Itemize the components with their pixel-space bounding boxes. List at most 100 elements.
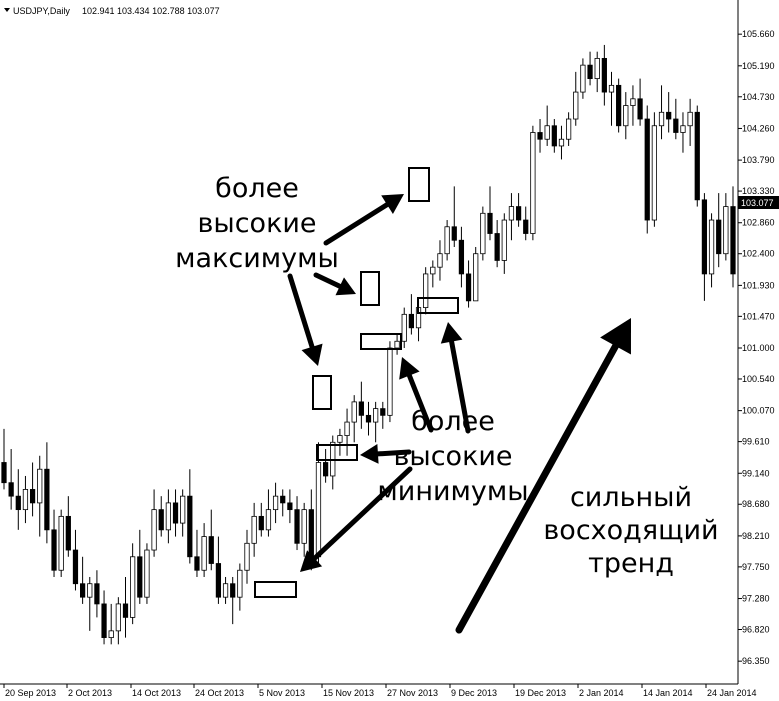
candle-body-bullish — [201, 536, 207, 571]
candle-body-bullish — [473, 253, 479, 302]
candle-body-bullish — [723, 206, 729, 255]
candle — [158, 496, 164, 537]
candle-body-bullish — [501, 219, 507, 261]
annotation-arrows — [287, 194, 631, 634]
candle-body-bearish — [616, 84, 622, 127]
candle-body-bullish — [315, 462, 322, 558]
price-tick-label: 101.000 — [742, 343, 775, 353]
candle-body-bullish — [480, 212, 486, 255]
arrow-shaft — [406, 373, 434, 433]
current-price-marker — [738, 196, 779, 209]
current-price-label: 103.077 — [741, 198, 774, 208]
candle-body-bullish — [558, 138, 565, 147]
price-tick-label: 96.820 — [742, 625, 770, 635]
price-tick-label: 101.470 — [742, 311, 775, 321]
price-tick-label: 98.210 — [742, 531, 770, 541]
candle-body-bearish — [487, 212, 493, 234]
candle — [401, 307, 407, 348]
candle-body-bullish — [580, 64, 586, 93]
candle — [501, 213, 507, 274]
candle-body-bearish — [158, 509, 164, 531]
arrow-to-low-4 — [440, 322, 471, 434]
candle — [122, 576, 129, 638]
time-tick-label: 27 Nov 2013 — [387, 688, 438, 698]
chart-menu-triangle-icon[interactable] — [4, 8, 10, 12]
arrow-shaft — [287, 273, 315, 350]
time-tick-label: 2 Jan 2014 — [579, 688, 624, 698]
candle-body-bullish — [401, 313, 407, 342]
candle-body-bearish — [323, 462, 329, 477]
candle — [594, 51, 600, 93]
candle-body-bullish — [394, 340, 400, 349]
candle — [29, 462, 36, 517]
candle-body-bullish — [573, 91, 579, 120]
candle-body-bullish — [180, 495, 186, 524]
price-tick-label: 101.930 — [742, 280, 775, 290]
arrow-to-low-3 — [399, 357, 434, 433]
candle-body-bearish — [587, 64, 593, 80]
candle — [430, 260, 436, 288]
higher-highs-label: максимумы — [175, 243, 339, 274]
arrow-head — [360, 444, 379, 464]
time-tick-label: 15 Nov 2013 — [323, 688, 374, 698]
candle — [151, 489, 157, 557]
candle — [180, 489, 186, 537]
higher-highs-label: более — [215, 173, 299, 204]
candle-body-bearish — [280, 495, 286, 504]
higher-lows-label: высокие — [393, 441, 512, 472]
candle-body-bullish — [222, 583, 229, 598]
candle — [323, 449, 329, 483]
candle — [373, 401, 379, 443]
candle — [215, 536, 222, 604]
time-axis: 20 Sep 2013 2 Oct 2013 14 Oct 2013 24 Oct 2… — [3, 684, 757, 698]
candle — [680, 112, 686, 153]
candle-body-bearish — [101, 603, 107, 638]
candle — [480, 206, 486, 261]
annotation-labels: более высокие максимумы более высокие минимум… — [175, 173, 718, 579]
candle — [708, 213, 715, 288]
time-tick-label: 14 Oct 2013 — [132, 688, 181, 698]
candle — [380, 401, 386, 429]
arrow-head — [301, 343, 323, 366]
candle-body-bullish — [337, 435, 343, 443]
candle-body-bearish — [644, 118, 650, 221]
candle — [587, 51, 593, 86]
candle — [37, 455, 43, 537]
candle — [108, 603, 114, 645]
candle — [694, 105, 700, 207]
candle-body-bullish — [608, 84, 615, 93]
higher-high-box — [360, 271, 380, 306]
candle-body-bullish — [530, 132, 536, 234]
candle-body-bearish — [601, 58, 607, 93]
candle — [530, 125, 536, 241]
candle-body-bullish — [344, 421, 350, 436]
price-tick-label: 98.680 — [742, 499, 770, 509]
candle — [272, 482, 279, 524]
candle — [365, 401, 372, 436]
candle — [465, 260, 472, 308]
candle-body-bearish — [172, 502, 179, 524]
candle-body-bearish — [258, 515, 264, 531]
candle — [351, 395, 357, 443]
candle — [230, 576, 236, 625]
candle — [358, 381, 364, 429]
candle — [115, 597, 121, 645]
arrow-head — [381, 194, 404, 214]
candle — [630, 85, 636, 126]
candle-body-bearish — [208, 536, 214, 564]
candle-body-bearish — [80, 583, 86, 598]
candle — [623, 92, 629, 140]
price-tick-label: 104.260 — [742, 123, 775, 133]
candle — [1, 428, 7, 490]
candle-body-bearish — [358, 401, 364, 416]
candle-body-bearish — [365, 414, 372, 423]
candle-body-bearish — [537, 132, 543, 140]
candle — [451, 186, 457, 247]
higher-highs-label: высокие — [197, 208, 316, 239]
arrow-to-low-2 — [360, 444, 412, 464]
candle — [201, 523, 207, 577]
candle-body-bullish — [680, 125, 686, 133]
candle — [137, 529, 143, 604]
arrow-shaft — [449, 339, 471, 434]
